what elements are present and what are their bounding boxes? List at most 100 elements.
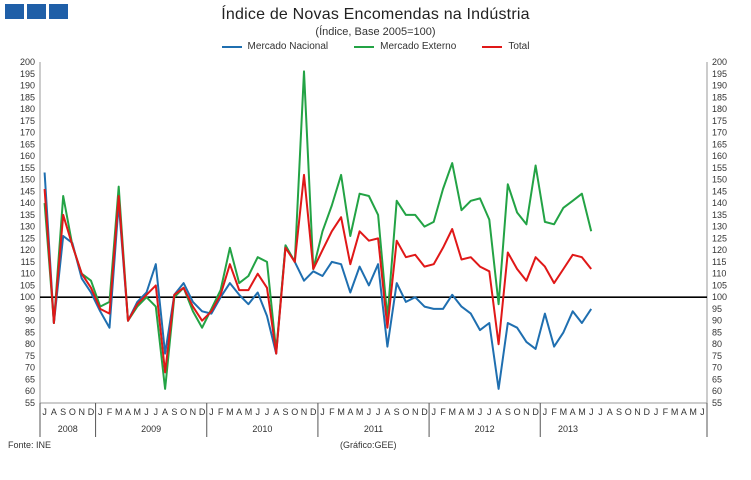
x-tick-label: M <box>356 407 364 417</box>
x-tick-label: J <box>543 407 548 417</box>
series-line-mercado-nacional <box>43 172 593 390</box>
y-axis-right: 5560657075808590951001051101151201251301… <box>712 57 727 408</box>
x-tick-label: A <box>458 407 464 417</box>
y-tick-label-left: 180 <box>20 104 35 114</box>
y-tick-label-right: 95 <box>712 304 722 314</box>
y-tick-label-right: 140 <box>712 198 727 208</box>
x-tick-label: J <box>255 407 260 417</box>
y-tick-label-left: 75 <box>25 351 35 361</box>
y-tick-label-left: 105 <box>20 280 35 290</box>
x-tick-label: M <box>467 407 475 417</box>
year-label: 2012 <box>475 424 495 434</box>
x-tick-label: M <box>337 407 345 417</box>
year-label: 2009 <box>141 424 161 434</box>
x-tick-label: O <box>291 407 298 417</box>
y-tick-label-right: 185 <box>712 92 727 102</box>
x-tick-label: A <box>236 407 242 417</box>
logo-block-2 <box>27 4 46 19</box>
x-tick-label: F <box>551 407 557 417</box>
y-tick-label-left: 135 <box>20 210 35 220</box>
x-tick-label: A <box>570 407 576 417</box>
y-tick-label-left: 175 <box>20 116 35 126</box>
y-tick-label-right: 150 <box>712 175 727 185</box>
x-tick-label: A <box>681 407 687 417</box>
year-label: 2010 <box>252 424 272 434</box>
x-tick-label: O <box>69 407 76 417</box>
x-tick-label: S <box>171 407 177 417</box>
x-tick-label: D <box>421 407 428 417</box>
x-tick-label: A <box>384 407 390 417</box>
y-tick-label-left: 80 <box>25 339 35 349</box>
x-tick-label: J <box>589 407 594 417</box>
y-tick-label-left: 65 <box>25 374 35 384</box>
x-tick-label: J <box>154 407 159 417</box>
y-tick-label-left: 55 <box>25 398 35 408</box>
y-tick-label-right: 130 <box>712 222 727 232</box>
x-tick-label: O <box>402 407 409 417</box>
legend-item-mercado-externo: Mercado Externo <box>354 41 456 52</box>
x-tick-label: M <box>134 407 142 417</box>
x-tick-label: A <box>607 407 613 417</box>
y-tick-label-left: 95 <box>25 304 35 314</box>
x-tick-label: D <box>644 407 651 417</box>
x-tick-label: M <box>245 407 253 417</box>
y-tick-label-left: 170 <box>20 128 35 138</box>
x-tick-label: M <box>689 407 697 417</box>
x-tick-label: F <box>329 407 335 417</box>
y-tick-label-right: 55 <box>712 398 722 408</box>
plot-frame <box>39 62 708 404</box>
y-tick-label-left: 160 <box>20 151 35 161</box>
x-tick-label: J <box>320 407 325 417</box>
year-label: 2008 <box>58 424 78 434</box>
x-tick-label: D <box>88 407 95 417</box>
y-tick-label-right: 75 <box>712 351 722 361</box>
x-tick-label: O <box>514 407 521 417</box>
series-line-mercado-externo <box>43 70 593 390</box>
source-note: Fonte: INE <box>8 440 52 450</box>
x-tick-label: M <box>115 407 123 417</box>
x-tick-label: N <box>190 407 197 417</box>
y-tick-label-right: 135 <box>712 210 727 220</box>
legend-swatch-total <box>482 45 503 48</box>
x-tick-label: M <box>578 407 586 417</box>
legend-item-total: Total <box>482 41 529 52</box>
y-tick-label-right: 190 <box>712 81 727 91</box>
y-tick-label-right: 195 <box>712 69 727 79</box>
x-tick-label: F <box>107 407 113 417</box>
x-tick-label: J <box>209 407 214 417</box>
x-tick-label: A <box>162 407 168 417</box>
legend-swatch-mercado-externo <box>354 45 375 48</box>
x-tick-label: J <box>367 407 372 417</box>
x-tick-label: A <box>51 407 57 417</box>
x-tick-label: M <box>560 407 568 417</box>
x-tick-label: M <box>448 407 456 417</box>
year-label: 2011 <box>364 424 383 434</box>
legend-label-mercado-nacional: Mercado Nacional <box>247 41 329 52</box>
y-axis-left: 5560657075808590951001051101151201251301… <box>20 57 35 408</box>
series-group <box>43 70 593 390</box>
x-tick-label: J <box>265 407 270 417</box>
x-tick-label: A <box>125 407 131 417</box>
x-tick-label: M <box>226 407 234 417</box>
x-tick-label: J <box>42 407 47 417</box>
x-tick-label: J <box>487 407 492 417</box>
year-label: 2013 <box>558 424 578 434</box>
y-tick-label-left: 70 <box>25 363 35 373</box>
y-tick-label-left: 90 <box>25 316 35 326</box>
x-tick-label: O <box>625 407 632 417</box>
x-tick-label: N <box>78 407 85 417</box>
legend-swatch-mercado-nacional <box>221 45 242 48</box>
y-tick-label-right: 180 <box>712 104 727 114</box>
y-tick-label-left: 110 <box>21 269 35 279</box>
x-tick-label: J <box>144 407 149 417</box>
x-tick-label: J <box>700 407 705 417</box>
y-tick-label-right: 90 <box>712 316 722 326</box>
y-tick-label-left: 130 <box>20 222 35 232</box>
x-tick-label: N <box>634 407 641 417</box>
x-tick-label: F <box>218 407 224 417</box>
y-tick-label-left: 200 <box>20 57 35 67</box>
x-tick-label: S <box>394 407 400 417</box>
y-tick-label-left: 85 <box>25 327 35 337</box>
y-tick-label-right: 70 <box>712 363 722 373</box>
